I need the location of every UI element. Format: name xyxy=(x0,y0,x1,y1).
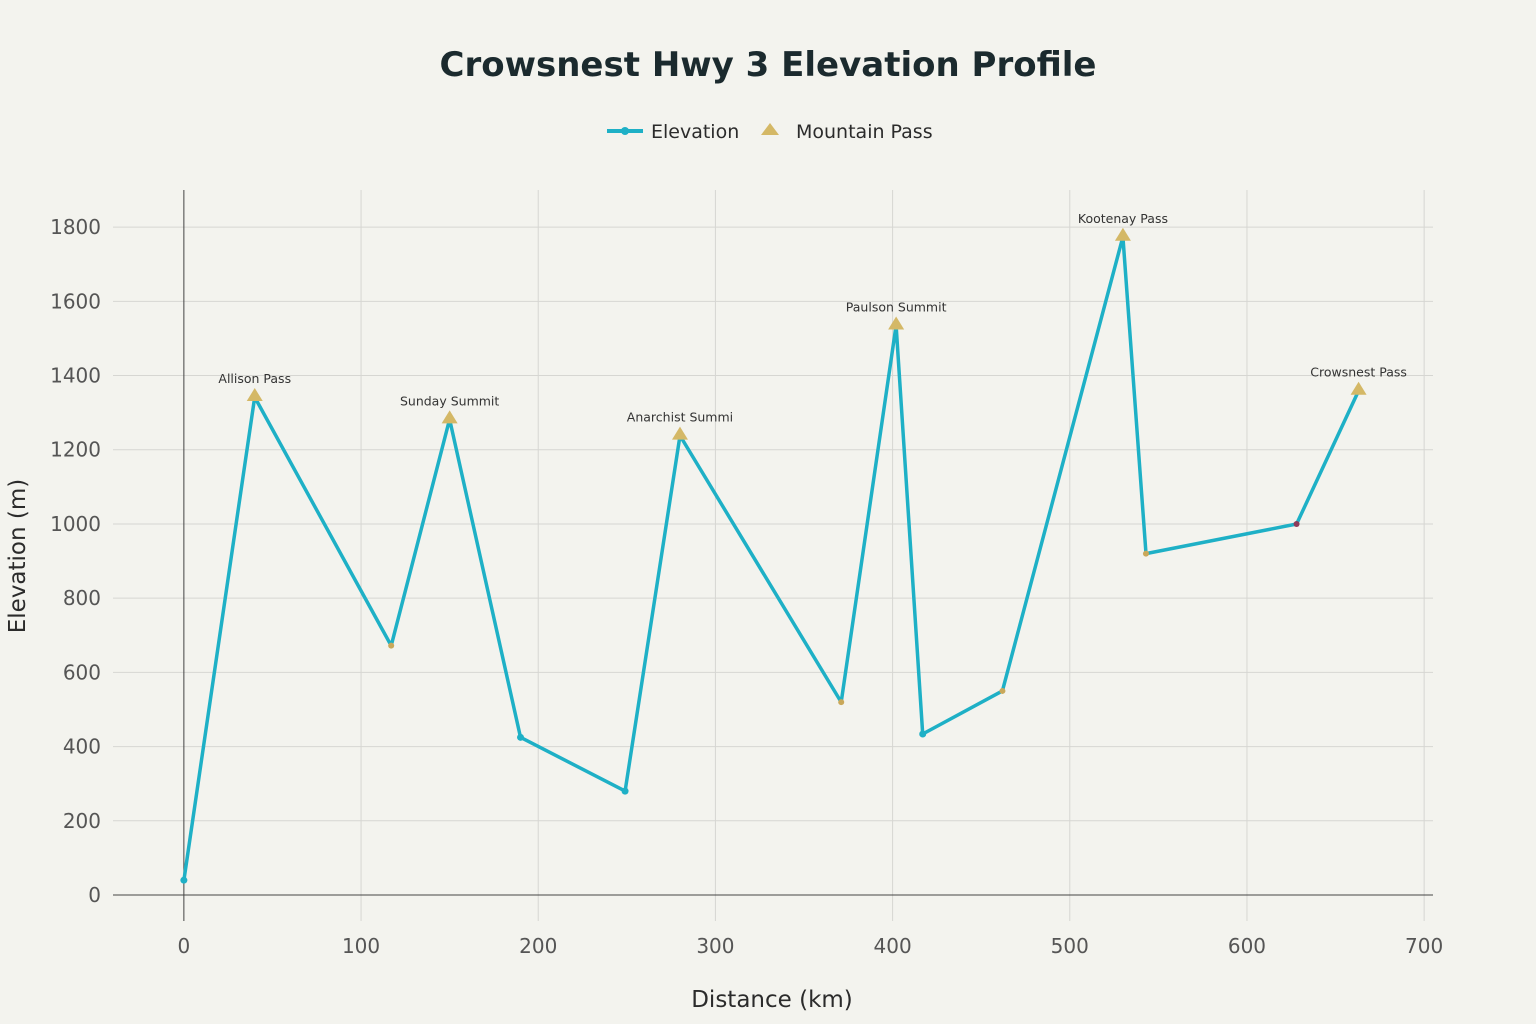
elevation-point xyxy=(517,733,525,741)
mountain-pass-label: Kootenay Pass xyxy=(1078,211,1168,226)
y-tick-label-1800: 1800 xyxy=(50,215,101,239)
elevation-point xyxy=(919,730,927,738)
axes xyxy=(113,190,1433,921)
y-axis-title: Elevation (m) xyxy=(5,479,31,634)
y-tick-label-600: 600 xyxy=(63,660,101,684)
y-tick-labels: 0 200 400 600 800 1000 1200 1400 1600 1800 xyxy=(50,215,101,907)
y-tick-label-0: 0 xyxy=(88,883,101,907)
x-tick-label-500: 500 xyxy=(1051,934,1089,958)
legend-mountain-pass-label: Mountain Pass xyxy=(796,121,933,143)
elevation-line xyxy=(182,235,1361,882)
x-tick-labels: 0 100 200 300 400 500 600 700 xyxy=(178,934,1444,958)
legend[interactable]: Elevation Mountain Pass xyxy=(607,121,933,143)
x-tick-label-0: 0 xyxy=(178,934,191,958)
mountain-pass-label: Sunday Summit xyxy=(400,393,499,408)
elevation-point xyxy=(1293,520,1300,527)
y-tick-label-1600: 1600 xyxy=(50,289,101,313)
y-tick-label-800: 800 xyxy=(63,586,101,610)
mountain-pass-triangle-icon[interactable] xyxy=(671,426,688,440)
elevation-point xyxy=(838,699,845,706)
legend-elevation-dot xyxy=(621,127,629,135)
x-tick-label-300: 300 xyxy=(696,934,734,958)
y-tick-label-1000: 1000 xyxy=(50,512,101,536)
y-tick-label-1400: 1400 xyxy=(50,364,101,388)
x-tick-label-200: 200 xyxy=(519,934,557,958)
grid-lines xyxy=(113,190,1433,921)
elevation-series xyxy=(182,235,1361,882)
mountain-pass-label: Paulson Summit xyxy=(846,299,947,314)
mountain-pass-markers: Allison Pass Sunday Summit Anarchist Summi… xyxy=(218,211,1407,440)
elevation-point xyxy=(1142,550,1149,557)
legend-item-elevation[interactable]: Elevation xyxy=(607,121,739,143)
mountain-pass-triangle-icon[interactable] xyxy=(246,388,263,402)
x-tick-label-700: 700 xyxy=(1405,934,1443,958)
mountain-pass-triangle-icon[interactable] xyxy=(1350,381,1367,395)
data-markers xyxy=(180,233,1362,884)
y-tick-label-200: 200 xyxy=(63,809,101,833)
elevation-point xyxy=(180,876,188,884)
legend-item-mountain-pass[interactable]: Mountain Pass xyxy=(761,121,933,143)
y-tick-label-1200: 1200 xyxy=(50,438,101,462)
mountain-pass-label: Allison Pass xyxy=(218,371,291,386)
mountain-pass-triangle-icon[interactable] xyxy=(441,410,458,424)
elevation-point xyxy=(999,687,1006,694)
mountain-pass-triangle-icon[interactable] xyxy=(1114,227,1131,241)
chart-title: Crowsnest Hwy 3 Elevation Profile xyxy=(440,45,1097,85)
mountain-pass-label: Crowsnest Pass xyxy=(1310,365,1407,380)
x-tick-label-600: 600 xyxy=(1228,934,1266,958)
mountain-pass-triangle-icon[interactable] xyxy=(888,316,905,330)
elevation-point xyxy=(388,642,395,649)
y-tick-label-400: 400 xyxy=(63,735,101,759)
elevation-point xyxy=(621,787,629,795)
mountain-pass-label: Anarchist Summi xyxy=(627,410,733,425)
x-axis-title: Distance (km) xyxy=(691,987,853,1013)
x-tick-label-400: 400 xyxy=(874,934,912,958)
legend-elevation-label: Elevation xyxy=(651,121,739,143)
x-tick-label-100: 100 xyxy=(342,934,380,958)
legend-mountain-pass-triangle-icon xyxy=(761,123,779,135)
